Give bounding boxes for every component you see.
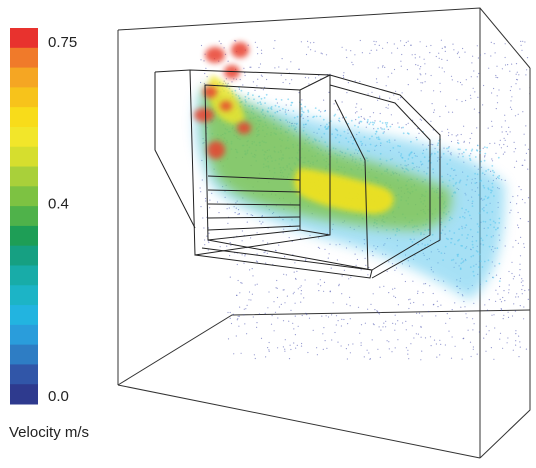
colorbar-cell bbox=[10, 305, 38, 326]
colorbar-cell bbox=[10, 265, 38, 286]
inlet-vanes bbox=[207, 175, 301, 231]
colorbar-cell bbox=[10, 186, 38, 207]
colorbar-labels: 0.75 0.4 0.0 bbox=[48, 34, 77, 405]
colorbar-cell bbox=[10, 126, 38, 148]
colorbar-title: Velocity m/s bbox=[9, 424, 90, 441]
colorbar-cell bbox=[10, 67, 38, 88]
colorbar-cell bbox=[10, 364, 38, 385]
colorbar-cell bbox=[10, 384, 38, 405]
colorbar-tick-label: 0.0 bbox=[48, 388, 69, 405]
colorbar-cell bbox=[10, 87, 38, 108]
colorbar-cell bbox=[10, 146, 38, 168]
colorbar-cell bbox=[10, 344, 38, 365]
bounding-box-front bbox=[117, 30, 531, 459]
colorbar-cells bbox=[10, 28, 38, 405]
plume-yellow bbox=[294, 168, 394, 214]
colorbar-tick-label: 0.75 bbox=[48, 34, 77, 51]
colorbar-cell bbox=[10, 107, 38, 128]
colorbar-cell bbox=[10, 206, 38, 227]
plume-red-spots bbox=[194, 42, 251, 159]
colorbar-cell bbox=[10, 324, 38, 346]
colorbar: 0.75 0.4 0.0 bbox=[10, 28, 77, 405]
colorbar-cell bbox=[10, 166, 38, 187]
duct-structure bbox=[154, 69, 441, 279]
colorbar-cell bbox=[10, 225, 38, 247]
colorbar-cell bbox=[10, 28, 38, 49]
plume-yellow-upper bbox=[208, 75, 245, 124]
colorbar-cell bbox=[10, 245, 38, 266]
colorbar-cell bbox=[10, 47, 38, 69]
colorbar-cell bbox=[10, 285, 38, 306]
colorbar-tick-label: 0.4 bbox=[48, 195, 69, 212]
